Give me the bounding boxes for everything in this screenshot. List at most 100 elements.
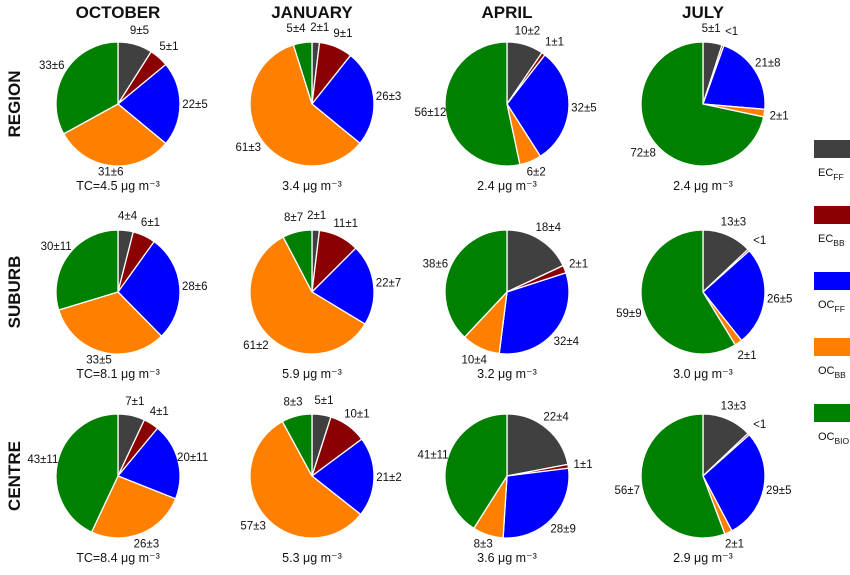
pie-slice: [640, 41, 765, 167]
pie-slice: [444, 41, 521, 167]
slice-label: 9±1: [333, 28, 352, 40]
pie-slice: [116, 63, 181, 145]
pie-slice: [506, 229, 564, 294]
pie-slice: [55, 41, 119, 135]
slice-label: 13±3: [721, 216, 747, 228]
slice-label: 28±9: [550, 524, 576, 536]
slice-label: 22±5: [182, 99, 208, 111]
slice-label: 43±11: [27, 454, 58, 466]
total-carbon-label: TC=4.5 μg m⁻³: [76, 179, 160, 193]
slice-label: 28±6: [182, 281, 208, 293]
slice-label: 4±1: [150, 406, 169, 418]
slice-label: 7±1: [125, 396, 144, 408]
pie-slice: [292, 41, 313, 105]
slice-label: 6±2: [527, 167, 546, 179]
legend-swatch: [814, 206, 850, 224]
slice-label: 2±1: [738, 350, 757, 362]
slice-label: 21±2: [376, 472, 402, 484]
total-carbon-label: 2.4 μg m⁻³: [673, 179, 733, 193]
pie-slice: [506, 54, 570, 158]
total-carbon-label: 5.9 μg m⁻³: [282, 367, 342, 381]
pie-slice: [444, 229, 508, 339]
slice-label: 2±1: [770, 110, 789, 122]
pie-slice: [249, 420, 362, 539]
pie-slice: [249, 236, 366, 355]
slice-label: 2±1: [307, 210, 326, 222]
slice-label: 5±1: [314, 395, 333, 407]
total-carbon-label: 2.4 μg m⁻³: [477, 179, 537, 193]
legend-swatch: [814, 338, 850, 356]
legend-label: OCBIO: [818, 431, 850, 446]
slice-label: 26±3: [376, 91, 402, 103]
slice-label: 38±6: [423, 259, 449, 271]
slice-label: <1: [753, 235, 766, 247]
slice-label: 61±3: [235, 142, 261, 154]
slice-label: 13±3: [721, 400, 747, 412]
slice-label: 5±1: [702, 23, 721, 35]
pie-slice: [498, 272, 570, 355]
slice-label: 56±7: [614, 485, 640, 497]
slice-label: <1: [725, 26, 738, 38]
pie-slice: [281, 413, 313, 477]
pie-slice: [310, 438, 375, 516]
pie-slice: [90, 475, 177, 539]
slice-label: 30±11: [41, 241, 72, 253]
slice-label: 18±4: [536, 222, 562, 234]
slice-label: 33±5: [86, 355, 112, 367]
pie-slice: [249, 44, 361, 167]
legend-swatch: [814, 272, 850, 290]
pie-slice: [506, 413, 569, 477]
pie-slice: [55, 413, 119, 533]
row-title: CENTRE: [5, 441, 24, 511]
total-carbon-label: 3.4 μg m⁻³: [282, 179, 342, 193]
slice-label: 59±9: [616, 308, 642, 320]
slice-label: 8±3: [283, 396, 302, 408]
slice-label: 20±11: [177, 452, 208, 464]
total-carbon-label: 3.6 μg m⁻³: [477, 551, 537, 565]
pie-slice: [702, 249, 766, 342]
slice-label: 2±1: [310, 22, 329, 34]
pie-slice: [502, 467, 570, 539]
row-title: SUBURB: [5, 256, 24, 329]
slice-label: 61±2: [243, 340, 269, 352]
legend-label: ECBB: [818, 233, 845, 248]
slice-label: 21±8: [755, 57, 781, 69]
column-title: APRIL: [482, 3, 533, 22]
legend-swatch: [814, 140, 850, 158]
slice-label: 32±4: [554, 336, 580, 348]
row-title: REGION: [5, 70, 24, 137]
legend-label: OCFF: [818, 299, 845, 314]
pie-slice: [55, 229, 119, 311]
slice-label: 1±1: [573, 459, 592, 471]
total-carbon-label: 3.0 μg m⁻³: [673, 367, 733, 381]
pie-slice: [444, 413, 508, 530]
pie-slice: [282, 229, 313, 293]
total-carbon-label: TC=8.4 μg m⁻³: [76, 551, 160, 565]
slice-label: 10±2: [515, 25, 541, 37]
pie-slice: [116, 427, 181, 500]
slice-label: 8±3: [474, 539, 493, 551]
slice-label: 8±7: [284, 212, 303, 224]
slice-label: 2±1: [569, 259, 588, 271]
pie-slice: [702, 433, 766, 532]
slice-label: 10±4: [461, 355, 487, 367]
pie-slice: [62, 103, 167, 167]
total-carbon-label: 5.3 μg m⁻³: [282, 551, 342, 565]
column-title: JULY: [682, 3, 725, 22]
slice-label: 22±7: [376, 278, 402, 290]
legend-swatch: [814, 404, 850, 422]
slice-label: 29±5: [766, 485, 792, 497]
pie-slice: [117, 240, 181, 338]
pie-slice: [310, 247, 375, 325]
slice-label: 22±4: [543, 412, 569, 424]
slice-label: 2±1: [725, 539, 744, 551]
slice-label: 33±6: [39, 60, 65, 72]
slice-label: 31±6: [98, 167, 124, 179]
pie-slice: [640, 413, 726, 539]
pie-slice: [640, 229, 737, 355]
column-title: JANUARY: [271, 3, 353, 22]
slice-label: 32±5: [571, 102, 597, 114]
slice-label: 5±1: [159, 41, 178, 53]
pie-slice: [702, 44, 766, 111]
